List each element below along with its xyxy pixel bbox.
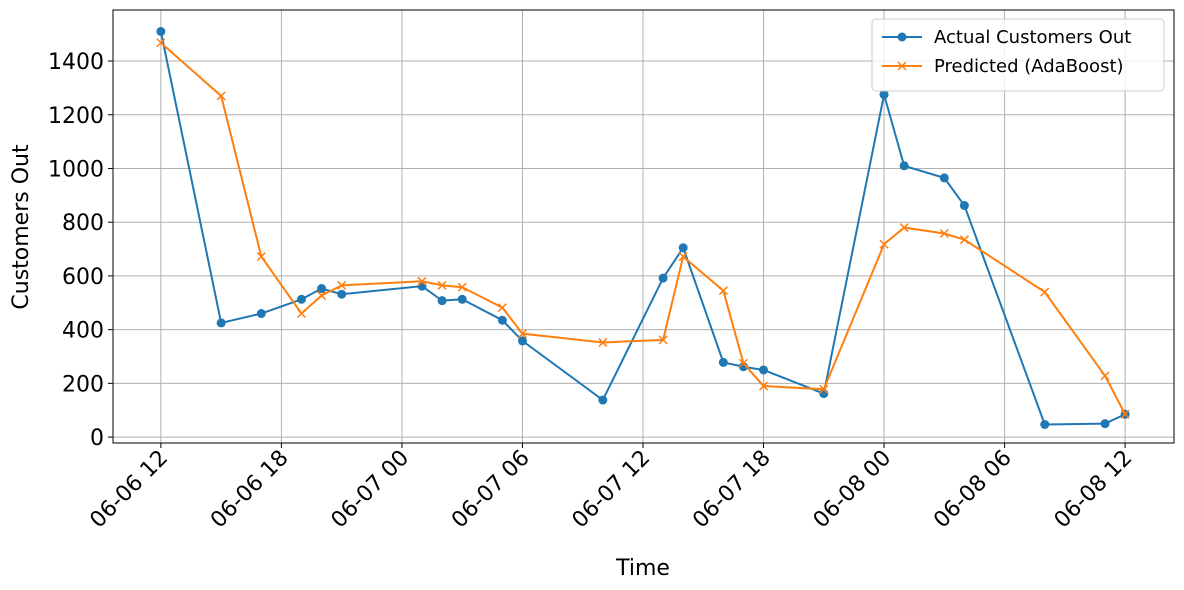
x-tick-label: 06-07 12 <box>568 446 656 534</box>
marker <box>819 384 829 394</box>
marker <box>879 90 889 100</box>
x-tick-label: 06-07 00 <box>327 446 415 534</box>
marker <box>337 280 347 290</box>
marker <box>417 276 427 286</box>
marker <box>317 291 327 301</box>
marker <box>758 381 769 391</box>
marker <box>1100 371 1110 381</box>
marker <box>517 329 527 339</box>
marker <box>819 389 829 399</box>
x-tick-label: 06-08 12 <box>1050 446 1138 534</box>
y-tick-label: 1000 <box>48 157 104 182</box>
x-tick-label: 06-07 06 <box>447 446 535 534</box>
marker <box>939 173 949 183</box>
marker <box>939 228 949 239</box>
marker <box>497 315 507 325</box>
marker <box>256 252 266 262</box>
marker <box>216 318 226 328</box>
x-tick-label: 06-08 06 <box>929 446 1017 534</box>
marker <box>337 289 347 299</box>
legend-label: Predicted (AdaBoost) <box>934 56 1124 77</box>
marker <box>1100 419 1110 429</box>
y-tick-label: 800 <box>62 211 104 236</box>
y-tick-label: 400 <box>62 319 104 344</box>
marker <box>437 296 447 306</box>
marker <box>417 281 427 291</box>
marker <box>899 161 909 171</box>
legend: Actual Customers Out Predicted (AdaBoost) <box>871 18 1165 92</box>
marker <box>678 243 688 253</box>
marker <box>718 357 728 367</box>
y-tick-label: 600 <box>62 265 104 290</box>
y-axis-label: Customers Out <box>9 144 34 310</box>
legend-marker <box>897 61 907 71</box>
marker <box>317 284 327 294</box>
marker <box>517 336 527 346</box>
marker <box>598 395 608 405</box>
y-tick-label: 1200 <box>48 104 104 129</box>
marker <box>658 273 668 283</box>
marker <box>718 286 728 296</box>
y-tick-label: 0 <box>90 426 104 451</box>
legend-label: Actual Customers Out <box>934 27 1131 48</box>
marker <box>1040 419 1050 429</box>
marker <box>216 91 226 101</box>
marker <box>437 280 447 290</box>
marker <box>658 335 668 345</box>
marker <box>959 201 969 211</box>
marker <box>296 294 306 304</box>
marker <box>879 239 889 249</box>
legend-frame <box>871 18 1165 92</box>
marker <box>156 26 166 36</box>
x-tick-label: 06-06 18 <box>206 446 294 534</box>
marker <box>899 223 909 233</box>
marker <box>678 252 688 262</box>
marker <box>959 235 969 245</box>
marker <box>156 38 166 48</box>
y-tick-label: 200 <box>62 372 104 397</box>
plot-frame <box>112 9 1175 444</box>
x-tick-label: 06-06 12 <box>85 446 173 534</box>
marker <box>759 365 769 375</box>
marker <box>497 303 507 313</box>
y-tick-label: 1400 <box>48 50 104 75</box>
marker <box>457 282 467 292</box>
marker <box>738 358 748 368</box>
legend-marker <box>897 32 907 42</box>
marker <box>256 309 266 319</box>
x-tick-label: 06-07 18 <box>688 446 776 534</box>
marker <box>598 338 608 348</box>
x-tick-label: 06-08 00 <box>809 446 897 534</box>
marker <box>1040 287 1050 297</box>
marker <box>1120 409 1130 419</box>
marker <box>457 294 467 304</box>
x-axis-label: Time <box>615 556 670 581</box>
marker <box>296 308 307 319</box>
